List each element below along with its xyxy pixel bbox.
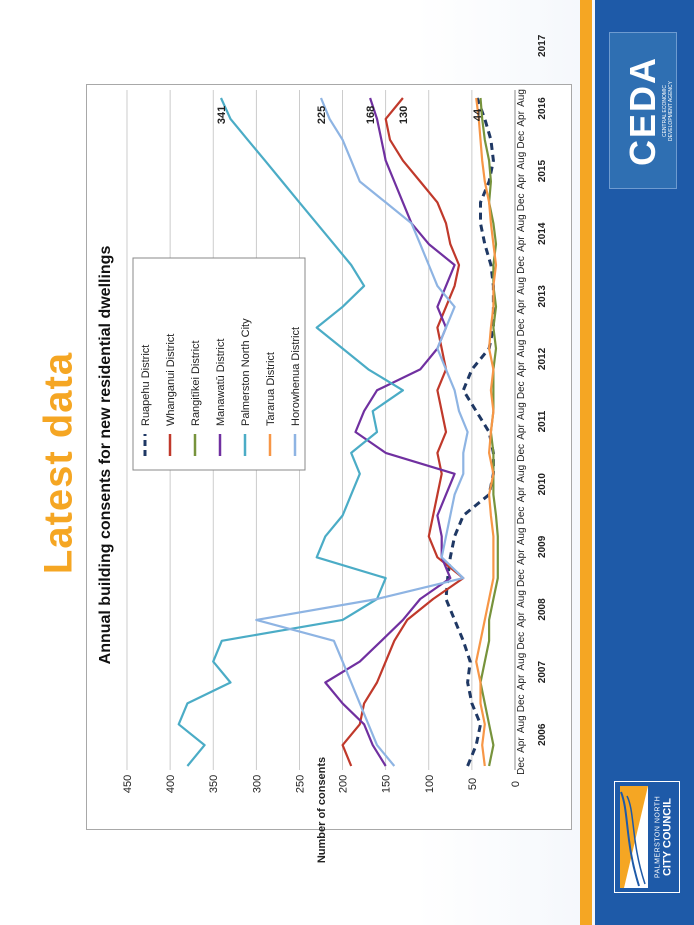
time-tick-label: Dec: [516, 193, 527, 211]
value-tick-label: 200: [338, 775, 350, 793]
end-value-label: 341: [216, 106, 228, 124]
series-line: [475, 97, 498, 767]
value-tick-label: 250: [294, 775, 306, 793]
value-tick-label: 0: [510, 781, 522, 787]
legend-label: Tararua District: [265, 352, 277, 426]
end-value-label: 130: [398, 106, 410, 124]
series-line: [341, 97, 465, 767]
legend-label: Ruapehu District: [140, 345, 152, 426]
chart-title: Annual building consents for new residen…: [97, 246, 114, 665]
time-tick-label: Apr: [516, 110, 527, 126]
council-emblem-icon: [620, 786, 648, 888]
time-tick-label: Apr: [516, 236, 527, 252]
end-value-label: 225: [316, 106, 328, 124]
value-tick-label: 450: [122, 775, 134, 793]
time-tick-label: Dec: [516, 694, 527, 712]
end-value-label: 44: [472, 108, 484, 121]
ceda-logo: CEDA CENTRAL ECONOMIC DEVELOPMENT AGENCY: [609, 32, 677, 189]
council-name-line-1: PALMERSTON NORTH: [654, 795, 662, 879]
time-tick-label: Dec: [516, 319, 527, 337]
council-name-line-2: CITY COUNCIL: [661, 797, 674, 877]
time-tick-label: Aug: [516, 527, 527, 545]
series-line: [255, 97, 469, 767]
year-label: 2011: [537, 410, 548, 432]
time-tick-label: Aug: [516, 89, 527, 107]
time-tick-label: Dec: [516, 381, 527, 399]
value-tick-label: 50: [467, 778, 479, 790]
time-tick-label: Dec: [516, 757, 527, 775]
year-label: 2013: [537, 285, 548, 308]
time-tick-label: Apr: [516, 611, 527, 627]
time-tick-label: Apr: [516, 424, 527, 440]
value-tick-label: 350: [208, 775, 220, 793]
value-axis-title: Number of consents: [316, 757, 328, 863]
legend-label: Manawatū District: [215, 339, 227, 426]
year-label: 2009: [537, 535, 548, 558]
ceda-logo-text: CEDA: [622, 55, 663, 166]
legend-label: Whanganui District: [165, 334, 177, 426]
time-tick-label: Aug: [516, 402, 527, 420]
value-tick-label: 100: [424, 775, 436, 793]
time-tick-label: Dec: [516, 256, 527, 274]
year-label: 2008: [537, 598, 548, 621]
ceda-tagline-2: DEVELOPMENT AGENCY: [668, 80, 674, 141]
year-label: 2016: [537, 97, 548, 120]
time-tick-label: Aug: [516, 152, 527, 170]
time-tick-label: Apr: [516, 674, 527, 690]
legend-label: Horowhenua District: [290, 327, 302, 426]
series-line: [444, 97, 495, 767]
year-label: 2015: [537, 160, 548, 183]
time-tick-label: Apr: [516, 298, 527, 314]
council-logo: PALMERSTON NORTH CITY COUNCIL: [614, 781, 680, 893]
time-tick-label: Apr: [516, 737, 527, 753]
series-line: [177, 97, 404, 767]
time-tick-label: Apr: [516, 486, 527, 502]
time-tick-label: Apr: [516, 361, 527, 377]
time-tick-label: Aug: [516, 277, 527, 295]
time-tick-label: Apr: [516, 173, 527, 189]
year-label: 2007: [537, 661, 548, 684]
time-tick-label: Apr: [516, 549, 527, 565]
time-tick-label: Aug: [516, 653, 527, 671]
time-tick-label: Aug: [516, 715, 527, 733]
time-tick-label: Aug: [516, 590, 527, 608]
year-label: 2006: [537, 723, 548, 746]
time-tick-label: Aug: [516, 465, 527, 483]
legend-label: Rangitīkei District: [190, 340, 202, 426]
year-label: 2012: [537, 347, 548, 370]
orange-stripe: [580, 0, 592, 925]
time-tick-label: Aug: [516, 214, 527, 232]
value-tick-label: 400: [165, 775, 177, 793]
year-label: 2017: [537, 34, 548, 57]
series-line: [324, 97, 456, 767]
year-label: 2014: [537, 222, 548, 245]
time-tick-label: Dec: [516, 632, 527, 650]
year-label: 2010: [537, 473, 548, 496]
time-tick-label: Dec: [516, 444, 527, 462]
value-tick-label: 300: [251, 775, 263, 793]
legend-label: Palmerston North City: [240, 318, 252, 426]
end-value-label: 168: [365, 106, 377, 124]
ceda-tagline: CENTRAL ECONOMIC DEVELOPMENT AGENCY: [662, 81, 674, 141]
time-tick-label: Aug: [516, 340, 527, 358]
time-tick-label: Dec: [516, 569, 527, 587]
value-tick-label: 150: [381, 775, 393, 793]
time-tick-label: Dec: [516, 507, 527, 525]
time-tick-label: Dec: [516, 131, 527, 149]
